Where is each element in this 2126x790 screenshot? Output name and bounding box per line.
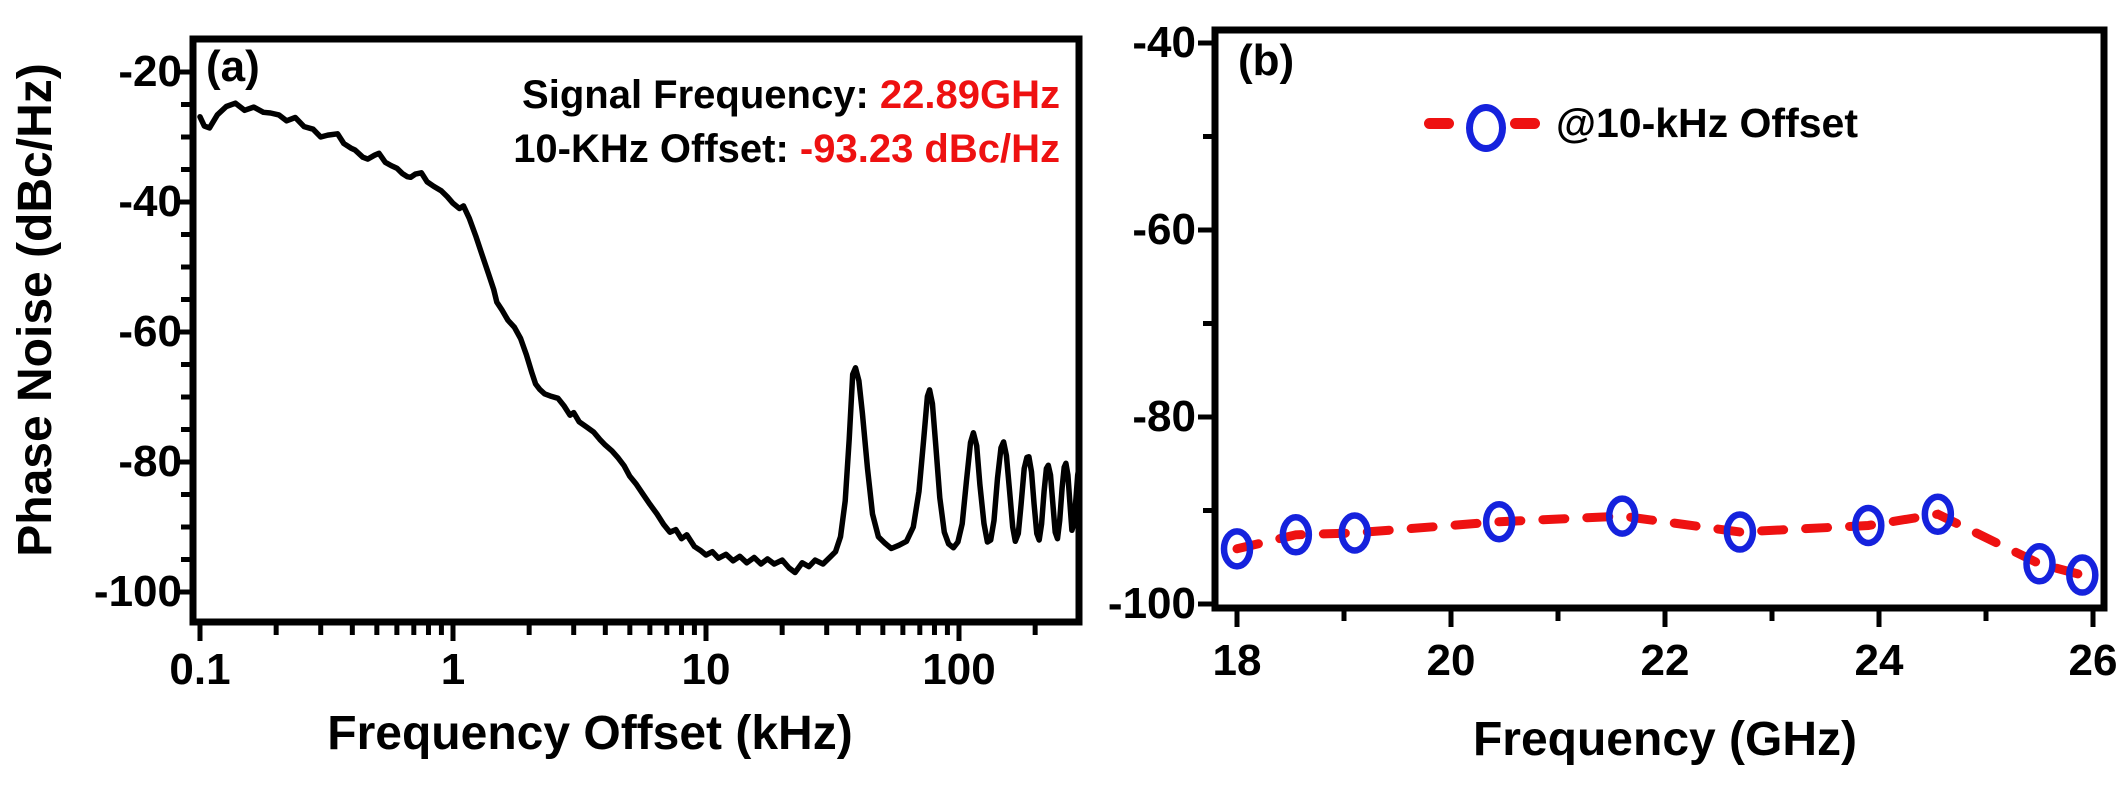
panel-b-y-tick-label: -40: [1132, 18, 1196, 67]
panel-b-x-tick-label: 24: [1854, 636, 1904, 685]
panel-a-x-axis-title: Frequency Offset (kHz): [327, 707, 853, 760]
annotation-line2-text: 10-KHz Offset:: [513, 127, 800, 171]
legend-dash-left: [1424, 118, 1454, 129]
legend-open-circle-icon: [1466, 104, 1506, 152]
legend-series-label: @10-kHz Offset: [1556, 100, 1858, 146]
legend-dash-right: [1510, 118, 1540, 129]
data-point-marker: [2023, 543, 2056, 585]
panel-a-x-tick-label: 1: [440, 645, 466, 694]
panel-b-y-tick-label: -60: [1132, 205, 1196, 254]
annotation-line1-text: Signal Frequency:: [522, 73, 880, 117]
panel-a-y-tick-label: -100: [93, 567, 182, 616]
panel-b-x-tick-label: 18: [1212, 636, 1262, 685]
data-point-marker: [1482, 500, 1516, 543]
panel-b-x-axis-title: Frequency (GHz): [1472, 713, 1858, 766]
data-point-marker: [1852, 504, 1885, 547]
panel-a-annotation: Signal Frequency: 22.89GHz 10-KHz Offset…: [400, 68, 1060, 176]
panel-a-y-tick-label: -60: [118, 307, 182, 356]
panel-a-label: (a): [206, 42, 260, 91]
panel-a-y-tick-label: -40: [118, 177, 182, 226]
panel-b-frame: [1211, 26, 2108, 612]
panel-b-x-tick-label: 20: [1426, 636, 1476, 685]
panel-b-x-tick-label: 26: [2068, 636, 2118, 685]
panel-a-x-tick-label: 100: [922, 645, 996, 694]
panel-b-y-tick-label: -100: [1107, 579, 1196, 628]
panel-a-y-tick-label: -80: [118, 437, 182, 486]
data-point-marker: [1723, 511, 1757, 553]
panel-a-x-tick-label: 10: [681, 645, 731, 694]
data-point-marker: [1921, 493, 1955, 535]
data-point-marker: [2066, 554, 2099, 596]
data-point-marker: [1338, 512, 1371, 554]
annotation-phase-noise-value: -93.23 dBc/Hz: [799, 127, 1060, 171]
panel-a-frame: [189, 35, 1083, 626]
offset-trend-line: [1232, 509, 2087, 580]
panel-b-y-tick-label: -80: [1132, 392, 1196, 441]
panel-b-label: (b): [1238, 36, 1295, 85]
data-point-marker: [1279, 514, 1313, 556]
data-point-marker: [1605, 495, 1639, 537]
annotation-line-1: Signal Frequency: 22.89GHz: [400, 68, 1060, 122]
annotation-line-2: 10-KHz Offset: -93.23 dBc/Hz: [400, 122, 1060, 176]
data-point-marker: [1220, 528, 1254, 570]
annotation-signal-frequency-value: 22.89GHz: [879, 73, 1060, 117]
panel-b-x-tick-label: 22: [1640, 636, 1690, 685]
panel-a-y-tick-label: -20: [118, 47, 182, 96]
phase-noise-curve: [197, 100, 1076, 576]
panel-a-x-tick-label: 0.1: [169, 645, 231, 694]
